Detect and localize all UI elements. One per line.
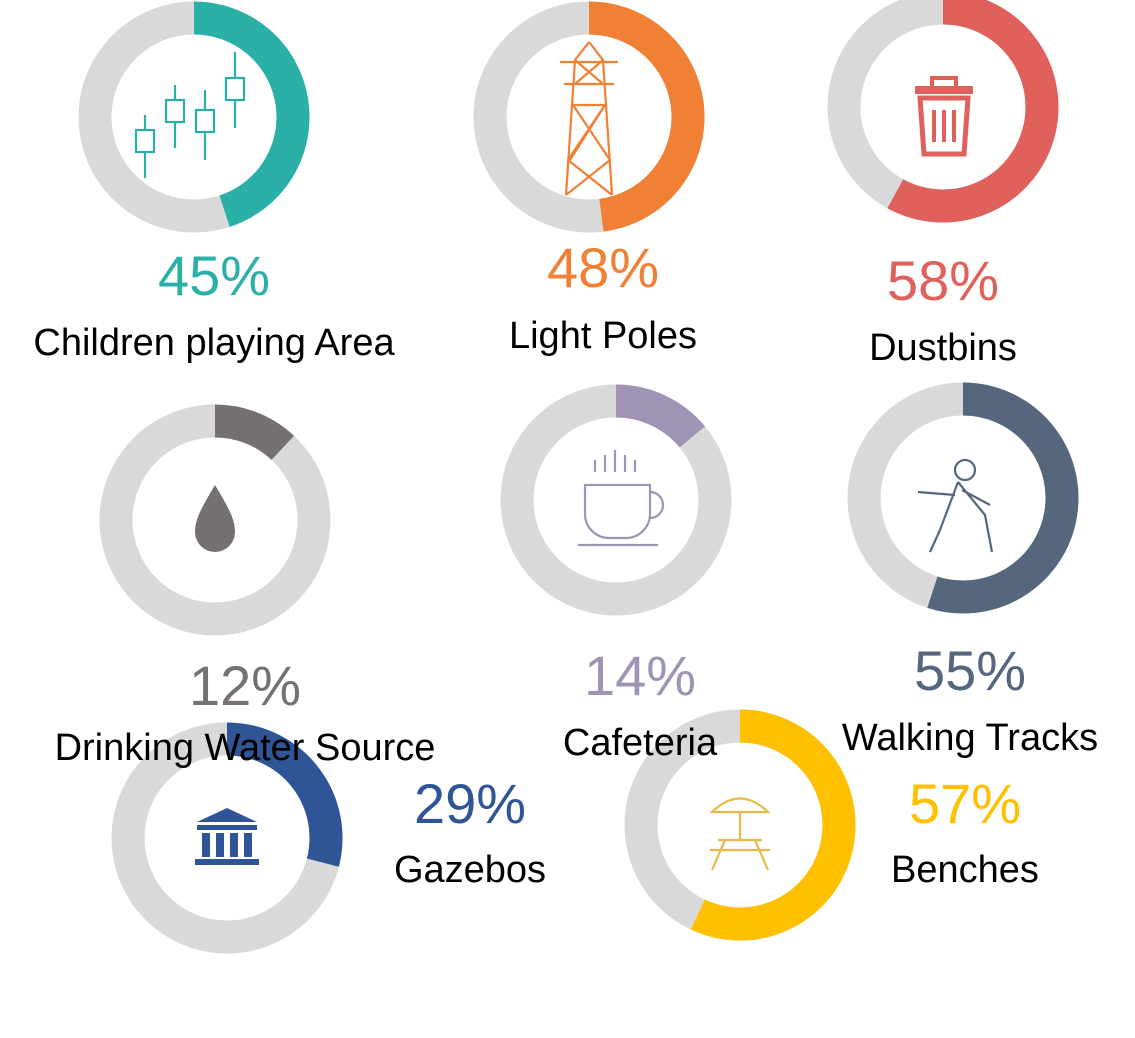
candlestick-icon bbox=[134, 52, 246, 178]
icons bbox=[134, 41, 994, 871]
donut-arc bbox=[615, 384, 705, 448]
donut-arc bbox=[690, 709, 856, 941]
percent-label: 14% bbox=[584, 644, 696, 707]
donut-arc bbox=[214, 404, 295, 461]
drop-icon bbox=[195, 485, 235, 552]
category-label: Walking Tracks bbox=[842, 717, 1098, 759]
percent-label: 29% bbox=[414, 772, 526, 835]
building-icon bbox=[195, 808, 259, 865]
category-label: Benches bbox=[891, 849, 1039, 891]
donut-arc bbox=[887, 0, 1059, 223]
category-label: Cafeteria bbox=[563, 722, 718, 764]
percent-label: 57% bbox=[909, 772, 1021, 835]
walker-icon bbox=[917, 458, 994, 553]
category-label: Light Poles bbox=[509, 315, 697, 357]
category-label: Children playing Area bbox=[33, 322, 395, 364]
trash-icon bbox=[915, 76, 973, 157]
donut-arc bbox=[193, 1, 310, 227]
percent-label: 48% bbox=[547, 236, 659, 299]
bench-icon bbox=[709, 797, 771, 871]
category-label: Drinking Water Source bbox=[55, 727, 436, 769]
pylon-icon bbox=[560, 41, 618, 196]
percent-label: 12% bbox=[189, 654, 301, 717]
percent-label: 45% bbox=[158, 244, 270, 307]
percent-label: 58% bbox=[887, 249, 999, 312]
category-label: Gazebos bbox=[394, 849, 546, 891]
cup-icon bbox=[578, 450, 665, 547]
category-label: Dustbins bbox=[869, 327, 1017, 369]
donut-arc bbox=[226, 722, 343, 867]
donut-arc bbox=[927, 382, 1079, 614]
percent-label: 55% bbox=[914, 639, 1026, 702]
donut-arc bbox=[588, 1, 705, 232]
